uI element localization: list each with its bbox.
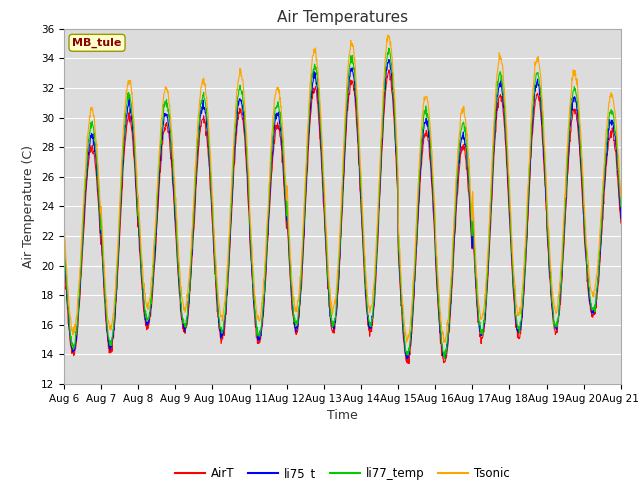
li75_t bbox=[429, 192, 437, 197]
Tsonic bbox=[617, 193, 625, 199]
Tsonic bbox=[60, 218, 68, 224]
Tsonic bbox=[429, 174, 437, 180]
li77_temp bbox=[429, 185, 437, 191]
AirT bbox=[617, 220, 625, 226]
Legend: AirT, li75_t, li77_temp, Tsonic: AirT, li75_t, li77_temp, Tsonic bbox=[170, 462, 515, 480]
AirT bbox=[60, 244, 68, 250]
Text: MB_tule: MB_tule bbox=[72, 37, 122, 48]
li75_t bbox=[502, 141, 510, 147]
AirT bbox=[404, 360, 412, 366]
Title: Air Temperatures: Air Temperatures bbox=[277, 10, 408, 25]
li77_temp bbox=[170, 184, 178, 190]
AirT bbox=[385, 67, 393, 73]
li77_temp bbox=[502, 134, 510, 140]
li75_t bbox=[385, 57, 392, 62]
Line: Tsonic: Tsonic bbox=[64, 35, 621, 343]
li75_t bbox=[617, 216, 625, 221]
li77_temp bbox=[617, 204, 625, 209]
Tsonic bbox=[170, 174, 178, 180]
AirT bbox=[170, 204, 178, 210]
li75_t bbox=[441, 356, 449, 361]
AirT bbox=[246, 243, 254, 249]
li75_t bbox=[60, 240, 68, 246]
Tsonic bbox=[184, 289, 191, 295]
Tsonic bbox=[502, 122, 510, 128]
li77_temp bbox=[552, 322, 559, 328]
AirT bbox=[184, 314, 191, 320]
li75_t bbox=[170, 196, 178, 202]
li77_temp bbox=[385, 45, 392, 51]
Tsonic bbox=[246, 214, 254, 219]
li77_temp bbox=[60, 229, 68, 235]
AirT bbox=[502, 153, 510, 158]
Y-axis label: Air Temperature (C): Air Temperature (C) bbox=[22, 145, 35, 268]
Tsonic bbox=[552, 308, 559, 314]
Tsonic bbox=[440, 340, 447, 346]
li77_temp bbox=[246, 224, 254, 230]
AirT bbox=[429, 213, 437, 219]
li75_t bbox=[552, 325, 559, 331]
li77_temp bbox=[441, 356, 449, 362]
li75_t bbox=[184, 310, 191, 316]
Line: li77_temp: li77_temp bbox=[64, 48, 621, 359]
Line: AirT: AirT bbox=[64, 70, 621, 363]
li75_t bbox=[246, 236, 254, 242]
li77_temp bbox=[184, 301, 191, 307]
Line: li75_t: li75_t bbox=[64, 60, 621, 359]
AirT bbox=[552, 332, 559, 337]
Tsonic bbox=[384, 32, 392, 38]
X-axis label: Time: Time bbox=[327, 409, 358, 422]
